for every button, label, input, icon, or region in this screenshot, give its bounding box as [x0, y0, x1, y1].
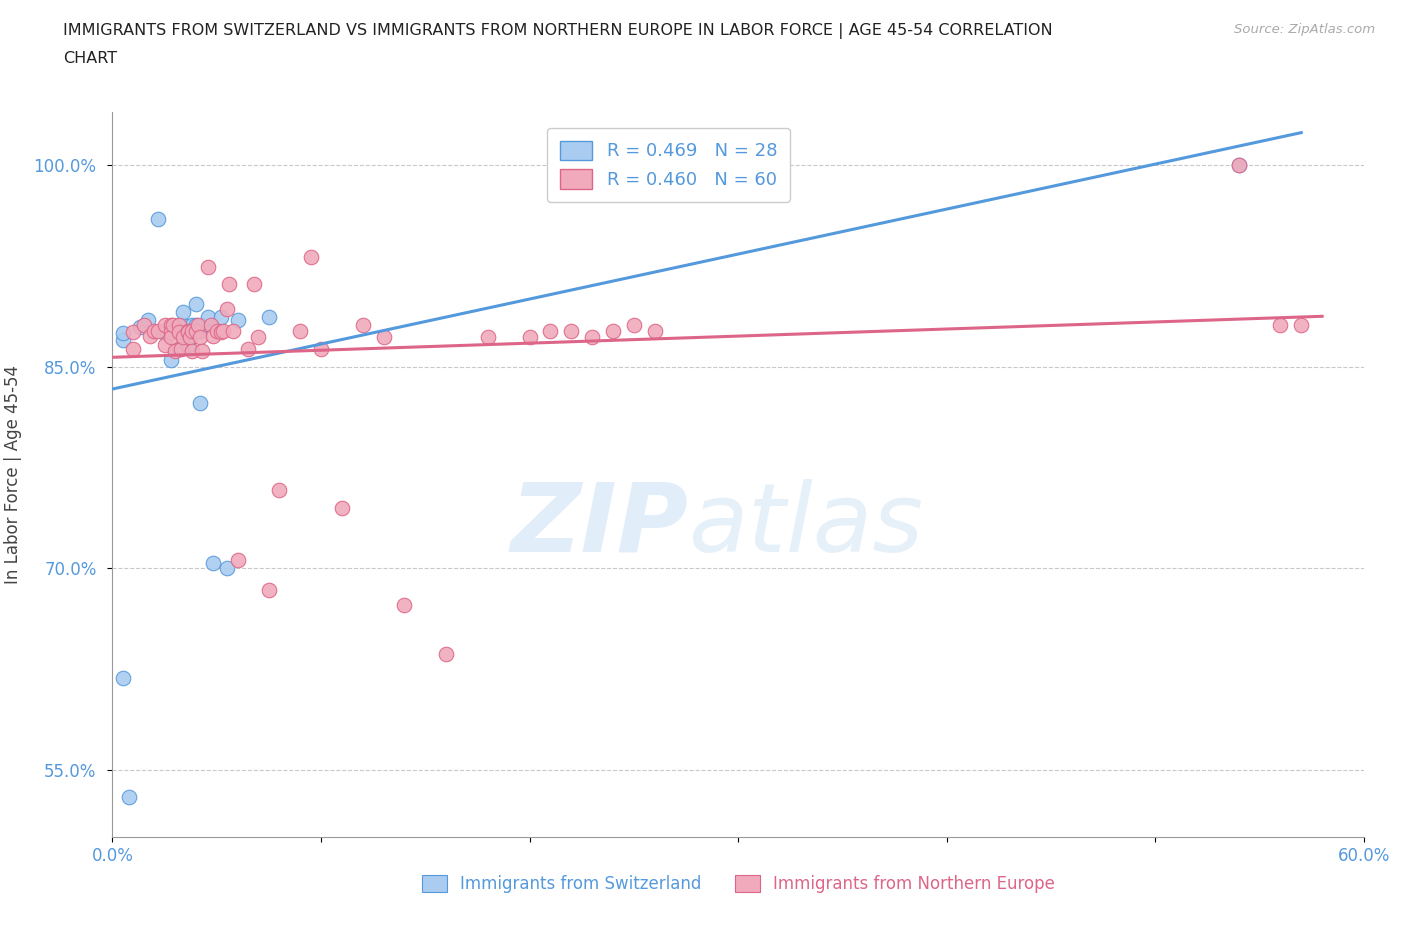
Point: [257, 310, 280, 325]
Point: [217, 561, 239, 576]
Point: [122, 325, 145, 339]
Point: [176, 325, 198, 339]
Point: [139, 328, 162, 343]
Point: [148, 212, 170, 227]
Text: atlas: atlas: [688, 479, 924, 572]
Point: [132, 318, 155, 333]
Point: [153, 338, 176, 352]
Point: [179, 330, 201, 345]
Point: [180, 318, 202, 333]
Point: [191, 343, 214, 358]
Text: Source: ZipAtlas.com: Source: ZipAtlas.com: [1234, 23, 1375, 36]
Point: [118, 790, 141, 804]
Text: ZIP: ZIP: [510, 479, 688, 572]
Point: [290, 323, 312, 338]
Point: [560, 323, 582, 338]
Point: [538, 323, 561, 338]
Point: [153, 326, 176, 340]
Point: [180, 323, 202, 338]
Point: [226, 312, 249, 327]
Point: [581, 330, 603, 345]
Y-axis label: In Labor Force | Age 45-54: In Labor Force | Age 45-54: [4, 365, 22, 584]
Point: [188, 330, 211, 345]
Point: [167, 342, 190, 357]
Point: [160, 352, 183, 367]
Point: [184, 318, 207, 333]
Point: [309, 342, 332, 357]
Point: [148, 323, 170, 338]
Point: [172, 318, 194, 333]
Text: IMMIGRANTS FROM SWITZERLAND VS IMMIGRANTS FROM NORTHERN EUROPE IN LABOR FORCE | : IMMIGRANTS FROM SWITZERLAND VS IMMIGRANT…: [63, 23, 1053, 39]
Point: [222, 323, 245, 338]
Point: [247, 330, 270, 345]
Legend: Immigrants from Switzerland, Immigrants from Northern Europe: Immigrants from Switzerland, Immigrants …: [413, 867, 1063, 901]
Point: [153, 318, 176, 333]
Point: [191, 318, 214, 333]
Point: [167, 325, 190, 339]
Point: [176, 338, 198, 352]
Point: [167, 318, 190, 333]
Point: [352, 318, 374, 333]
Point: [128, 319, 150, 334]
Point: [201, 555, 224, 570]
Point: [143, 323, 166, 338]
Point: [111, 326, 134, 340]
Point: [257, 582, 280, 597]
Point: [217, 301, 239, 316]
Point: [330, 500, 353, 515]
Point: [200, 318, 222, 333]
Point: [201, 328, 224, 343]
Point: [167, 325, 190, 339]
Point: [180, 343, 202, 358]
Point: [394, 597, 416, 612]
Point: [111, 671, 134, 686]
Point: [212, 323, 235, 338]
Point: [184, 323, 207, 338]
Point: [136, 312, 159, 327]
Point: [299, 249, 322, 264]
Point: [188, 323, 211, 338]
Point: [174, 325, 197, 339]
Point: [172, 304, 194, 319]
Point: [218, 276, 240, 291]
Point: [172, 330, 194, 345]
Point: [188, 395, 211, 410]
Point: [205, 323, 228, 338]
Point: [111, 333, 134, 348]
Point: [184, 297, 207, 312]
Point: [269, 483, 291, 498]
Point: [160, 325, 183, 339]
Point: [160, 318, 183, 333]
Point: [160, 325, 183, 339]
Point: [176, 323, 198, 338]
Point: [243, 276, 266, 291]
Point: [209, 310, 232, 325]
Point: [602, 323, 624, 338]
Point: [644, 323, 666, 338]
Point: [623, 318, 645, 333]
Point: [1227, 158, 1250, 173]
Point: [1270, 318, 1292, 333]
Text: CHART: CHART: [63, 51, 117, 66]
Point: [122, 342, 145, 357]
Point: [519, 330, 541, 345]
Point: [226, 552, 249, 567]
Point: [477, 330, 499, 345]
Point: [162, 318, 184, 333]
Point: [373, 330, 395, 345]
Point: [236, 342, 259, 357]
Point: [170, 342, 193, 357]
Point: [1291, 318, 1313, 333]
Point: [197, 310, 219, 325]
Point: [160, 330, 183, 345]
Point: [163, 343, 186, 358]
Point: [1227, 158, 1250, 173]
Point: [209, 325, 232, 339]
Point: [434, 647, 457, 662]
Point: [197, 260, 219, 275]
Point: [187, 318, 209, 333]
